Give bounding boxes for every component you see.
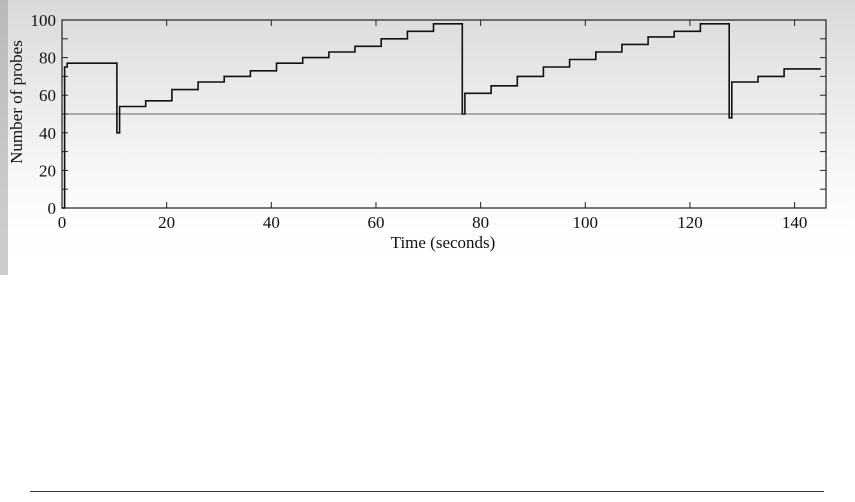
series-line-0 [62, 23, 821, 209]
x-tick-label: 20 [158, 213, 175, 232]
y-tick-label: 60 [39, 86, 56, 105]
y-tick-label: 20 [39, 161, 56, 180]
x-axis-title: Time (seconds) [391, 233, 496, 252]
y-tick-label: 100 [31, 11, 57, 30]
probe-count-chart: 0 20 40 60 80 100 0 20 40 60 80 100 120 140 Time (sec… [7, 11, 827, 252]
y-tick-label: 0 [48, 199, 57, 218]
x-tick-label: 60 [367, 213, 384, 232]
page-footer-rule [30, 491, 824, 492]
scan-edge [0, 0, 8, 275]
y-axis-title: Number of probes [7, 40, 26, 164]
x-tick-label: 120 [677, 213, 703, 232]
scan-shade [0, 0, 855, 275]
x-tick-label: 0 [58, 213, 67, 232]
x-tick-label: 40 [263, 213, 280, 232]
y-tick-label: 80 [39, 49, 56, 68]
y-tick-label: 40 [39, 124, 56, 143]
x-tick-label: 140 [782, 213, 808, 232]
x-tick-label: 80 [472, 213, 489, 232]
x-tick-label: 100 [573, 213, 599, 232]
